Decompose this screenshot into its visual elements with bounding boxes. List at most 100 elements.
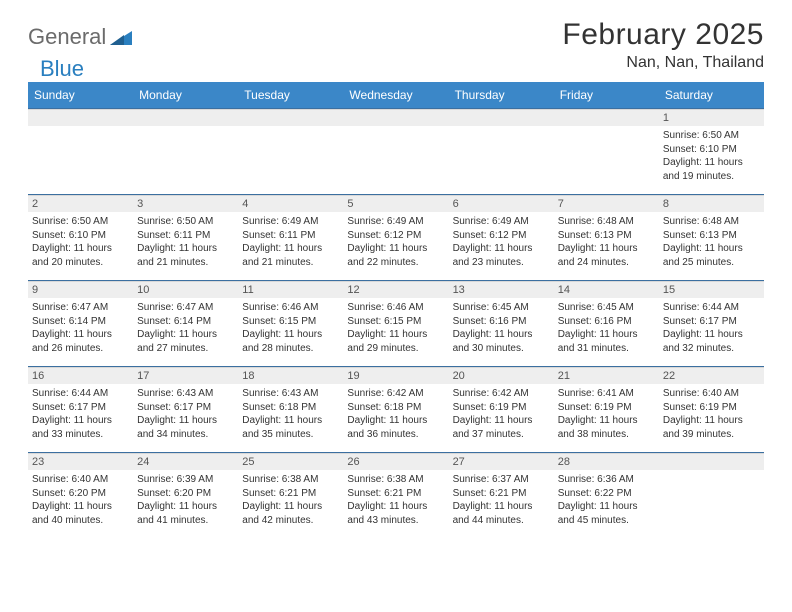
- day-details: Sunrise: 6:40 AMSunset: 6:19 PMDaylight:…: [659, 384, 764, 443]
- day-number: [554, 109, 659, 126]
- day-number: 9: [28, 281, 133, 298]
- weekday-header: Tuesday: [238, 82, 343, 109]
- day-details: Sunrise: 6:50 AMSunset: 6:10 PMDaylight:…: [659, 126, 764, 185]
- calendar-day-cell: 5Sunrise: 6:49 AMSunset: 6:12 PMDaylight…: [343, 195, 448, 281]
- day-details: Sunrise: 6:46 AMSunset: 6:15 PMDaylight:…: [343, 298, 448, 357]
- day-number: 3: [133, 195, 238, 212]
- day-number: [343, 109, 448, 126]
- calendar-day-cell: 6Sunrise: 6:49 AMSunset: 6:12 PMDaylight…: [449, 195, 554, 281]
- calendar-day-cell: 9Sunrise: 6:47 AMSunset: 6:14 PMDaylight…: [28, 281, 133, 367]
- day-details: Sunrise: 6:45 AMSunset: 6:16 PMDaylight:…: [449, 298, 554, 357]
- calendar-day-cell: 21Sunrise: 6:41 AMSunset: 6:19 PMDayligh…: [554, 367, 659, 453]
- calendar-day-cell: 26Sunrise: 6:38 AMSunset: 6:21 PMDayligh…: [343, 453, 448, 539]
- day-number: 11: [238, 281, 343, 298]
- day-number: 2: [28, 195, 133, 212]
- calendar-week-row: 1Sunrise: 6:50 AMSunset: 6:10 PMDaylight…: [28, 109, 764, 195]
- weekday-header-row: Sunday Monday Tuesday Wednesday Thursday…: [28, 82, 764, 109]
- calendar-day-cell: [133, 109, 238, 195]
- day-details: Sunrise: 6:49 AMSunset: 6:12 PMDaylight:…: [343, 212, 448, 271]
- day-number: 16: [28, 367, 133, 384]
- day-number: 25: [238, 453, 343, 470]
- day-details: Sunrise: 6:39 AMSunset: 6:20 PMDaylight:…: [133, 470, 238, 529]
- day-details: Sunrise: 6:49 AMSunset: 6:12 PMDaylight:…: [449, 212, 554, 271]
- day-number: 10: [133, 281, 238, 298]
- day-details: Sunrise: 6:40 AMSunset: 6:20 PMDaylight:…: [28, 470, 133, 529]
- calendar-week-row: 9Sunrise: 6:47 AMSunset: 6:14 PMDaylight…: [28, 281, 764, 367]
- calendar-week-row: 23Sunrise: 6:40 AMSunset: 6:20 PMDayligh…: [28, 453, 764, 539]
- day-number: 13: [449, 281, 554, 298]
- calendar-day-cell: [238, 109, 343, 195]
- calendar-day-cell: [449, 109, 554, 195]
- brand-text-blue: Blue: [40, 56, 84, 82]
- day-number: 19: [343, 367, 448, 384]
- day-number: 26: [343, 453, 448, 470]
- brand-triangle-icon: [110, 29, 132, 45]
- day-number: [133, 109, 238, 126]
- day-number: 14: [554, 281, 659, 298]
- weekday-header: Saturday: [659, 82, 764, 109]
- calendar-week-row: 2Sunrise: 6:50 AMSunset: 6:10 PMDaylight…: [28, 195, 764, 281]
- calendar-day-cell: 28Sunrise: 6:36 AMSunset: 6:22 PMDayligh…: [554, 453, 659, 539]
- calendar-day-cell: 22Sunrise: 6:40 AMSunset: 6:19 PMDayligh…: [659, 367, 764, 453]
- calendar-day-cell: [343, 109, 448, 195]
- calendar-week-row: 16Sunrise: 6:44 AMSunset: 6:17 PMDayligh…: [28, 367, 764, 453]
- calendar-day-cell: 2Sunrise: 6:50 AMSunset: 6:10 PMDaylight…: [28, 195, 133, 281]
- calendar-day-cell: 20Sunrise: 6:42 AMSunset: 6:19 PMDayligh…: [449, 367, 554, 453]
- calendar-day-cell: 27Sunrise: 6:37 AMSunset: 6:21 PMDayligh…: [449, 453, 554, 539]
- day-number: 23: [28, 453, 133, 470]
- day-details: Sunrise: 6:48 AMSunset: 6:13 PMDaylight:…: [659, 212, 764, 271]
- day-number: 27: [449, 453, 554, 470]
- calendar-day-cell: 3Sunrise: 6:50 AMSunset: 6:11 PMDaylight…: [133, 195, 238, 281]
- calendar-day-cell: 8Sunrise: 6:48 AMSunset: 6:13 PMDaylight…: [659, 195, 764, 281]
- day-number: 20: [449, 367, 554, 384]
- calendar-day-cell: 7Sunrise: 6:48 AMSunset: 6:13 PMDaylight…: [554, 195, 659, 281]
- day-number: 7: [554, 195, 659, 212]
- calendar-day-cell: 25Sunrise: 6:38 AMSunset: 6:21 PMDayligh…: [238, 453, 343, 539]
- brand-text-general: General: [28, 24, 106, 50]
- title-block: February 2025 Nan, Nan, Thailand: [562, 18, 764, 72]
- day-number: 5: [343, 195, 448, 212]
- day-number: 22: [659, 367, 764, 384]
- calendar-day-cell: 23Sunrise: 6:40 AMSunset: 6:20 PMDayligh…: [28, 453, 133, 539]
- day-details: Sunrise: 6:46 AMSunset: 6:15 PMDaylight:…: [238, 298, 343, 357]
- day-details: Sunrise: 6:38 AMSunset: 6:21 PMDaylight:…: [343, 470, 448, 529]
- day-number: 21: [554, 367, 659, 384]
- day-number: 4: [238, 195, 343, 212]
- day-details: Sunrise: 6:43 AMSunset: 6:17 PMDaylight:…: [133, 384, 238, 443]
- calendar-day-cell: [28, 109, 133, 195]
- day-details: Sunrise: 6:43 AMSunset: 6:18 PMDaylight:…: [238, 384, 343, 443]
- day-details: Sunrise: 6:47 AMSunset: 6:14 PMDaylight:…: [28, 298, 133, 357]
- day-details: Sunrise: 6:44 AMSunset: 6:17 PMDaylight:…: [659, 298, 764, 357]
- day-number: 8: [659, 195, 764, 212]
- day-number: 6: [449, 195, 554, 212]
- day-number: [238, 109, 343, 126]
- day-details: Sunrise: 6:44 AMSunset: 6:17 PMDaylight:…: [28, 384, 133, 443]
- day-details: Sunrise: 6:48 AMSunset: 6:13 PMDaylight:…: [554, 212, 659, 271]
- day-details: Sunrise: 6:38 AMSunset: 6:21 PMDaylight:…: [238, 470, 343, 529]
- calendar-day-cell: 10Sunrise: 6:47 AMSunset: 6:14 PMDayligh…: [133, 281, 238, 367]
- weekday-header: Monday: [133, 82, 238, 109]
- month-title: February 2025: [562, 18, 764, 52]
- day-number: 17: [133, 367, 238, 384]
- calendar-table: Sunday Monday Tuesday Wednesday Thursday…: [28, 82, 764, 539]
- page-header: General February 2025 Nan, Nan, Thailand: [28, 18, 764, 72]
- calendar-day-cell: 11Sunrise: 6:46 AMSunset: 6:15 PMDayligh…: [238, 281, 343, 367]
- calendar-day-cell: 12Sunrise: 6:46 AMSunset: 6:15 PMDayligh…: [343, 281, 448, 367]
- calendar-day-cell: 16Sunrise: 6:44 AMSunset: 6:17 PMDayligh…: [28, 367, 133, 453]
- calendar-day-cell: 18Sunrise: 6:43 AMSunset: 6:18 PMDayligh…: [238, 367, 343, 453]
- day-details: Sunrise: 6:49 AMSunset: 6:11 PMDaylight:…: [238, 212, 343, 271]
- day-details: Sunrise: 6:50 AMSunset: 6:11 PMDaylight:…: [133, 212, 238, 271]
- day-number: 18: [238, 367, 343, 384]
- calendar-day-cell: 19Sunrise: 6:42 AMSunset: 6:18 PMDayligh…: [343, 367, 448, 453]
- day-details: Sunrise: 6:37 AMSunset: 6:21 PMDaylight:…: [449, 470, 554, 529]
- day-number: 12: [343, 281, 448, 298]
- day-number: 24: [133, 453, 238, 470]
- calendar-day-cell: 1Sunrise: 6:50 AMSunset: 6:10 PMDaylight…: [659, 109, 764, 195]
- weekday-header: Sunday: [28, 82, 133, 109]
- day-details: Sunrise: 6:45 AMSunset: 6:16 PMDaylight:…: [554, 298, 659, 357]
- day-details: Sunrise: 6:36 AMSunset: 6:22 PMDaylight:…: [554, 470, 659, 529]
- calendar-page: General February 2025 Nan, Nan, Thailand…: [0, 0, 792, 559]
- day-details: Sunrise: 6:41 AMSunset: 6:19 PMDaylight:…: [554, 384, 659, 443]
- day-number: 15: [659, 281, 764, 298]
- day-details: Sunrise: 6:42 AMSunset: 6:18 PMDaylight:…: [343, 384, 448, 443]
